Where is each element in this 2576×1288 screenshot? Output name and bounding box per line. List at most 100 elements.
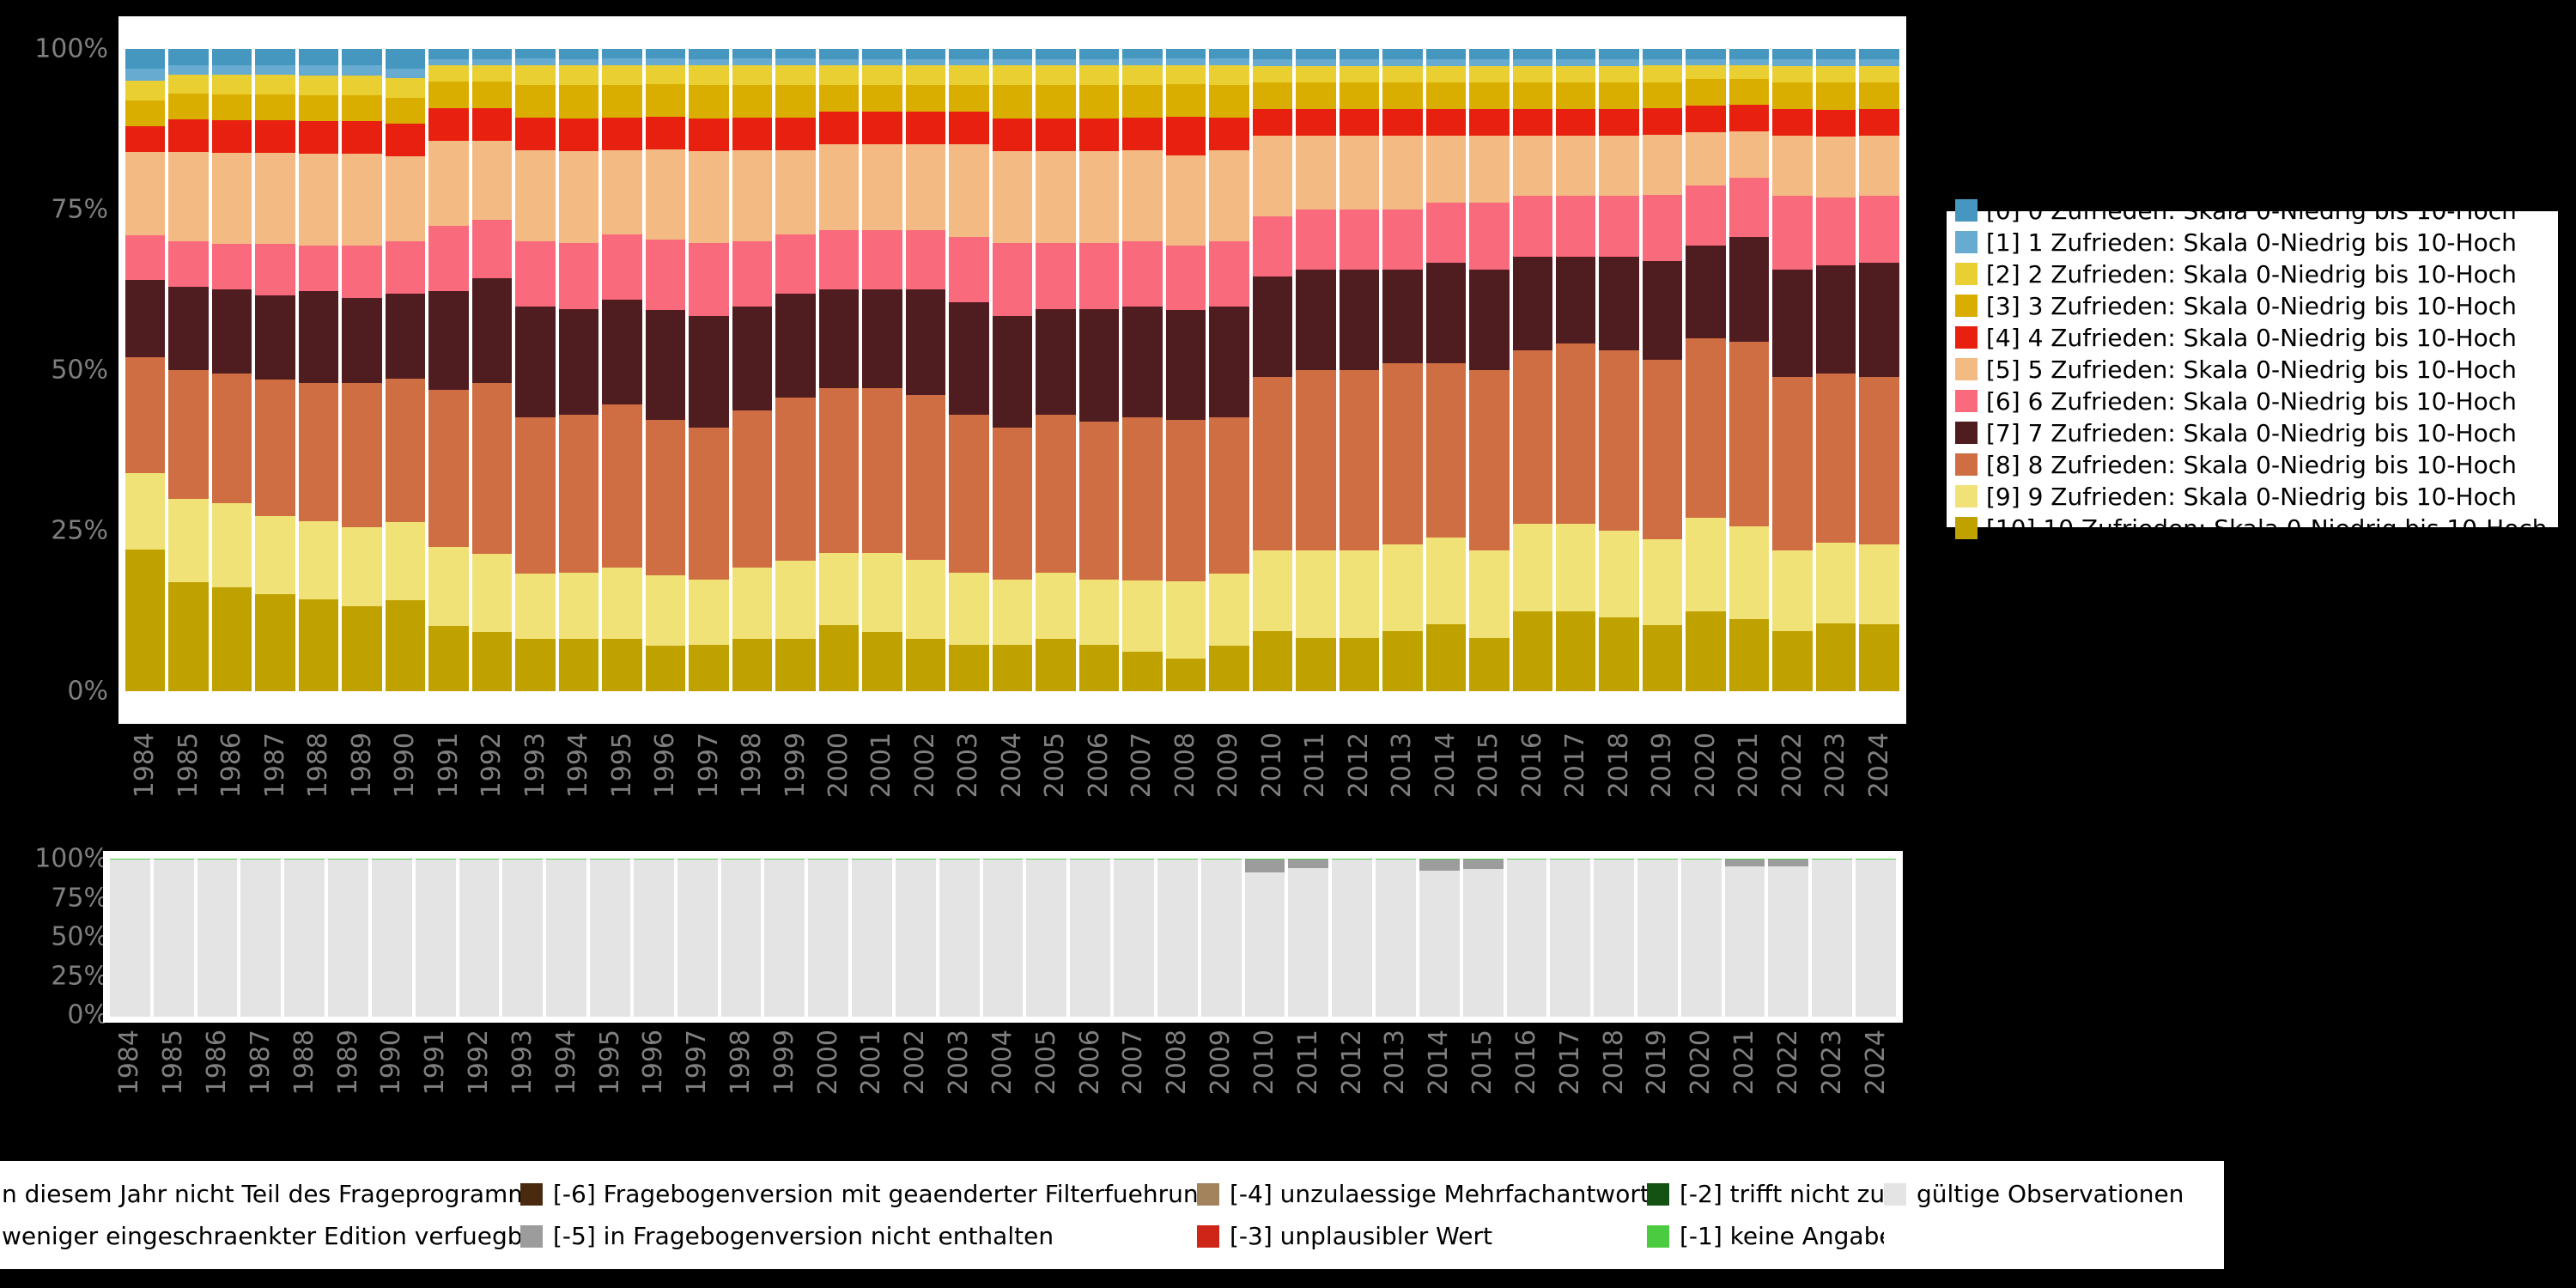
- bar-segment: [1339, 82, 1380, 110]
- x-tick: 1999: [764, 1030, 805, 1131]
- bar-segment: [1512, 58, 1552, 66]
- bar-segment: [992, 65, 1033, 86]
- bar-segment: [1209, 645, 1249, 691]
- legend-item: [7] 7 Zufrieden: Skala 0-Niedrig bis 10-…: [1947, 419, 2558, 447]
- y-tick-label: 50%: [51, 355, 108, 386]
- x-tick-label: 1988: [289, 1030, 319, 1096]
- bar-segment: [240, 860, 282, 1017]
- bar-segment: [1642, 260, 1683, 361]
- bar-segment: [895, 860, 936, 1017]
- bar-segment: [1815, 373, 1856, 543]
- bar-segment: [818, 289, 860, 389]
- bar-segment: [689, 58, 729, 66]
- bar-segment: [732, 117, 773, 150]
- legend-item: gültige Observationen: [1884, 1180, 2224, 1208]
- bar-segment: [125, 68, 166, 82]
- bar-segment: [949, 49, 989, 59]
- x-tick-label: 2012: [1343, 732, 1374, 799]
- bar-segment: [342, 49, 382, 66]
- legend-item: [-5] in Fragebogenversion nicht enthalte…: [520, 1222, 1197, 1250]
- bar-segment: [515, 306, 556, 418]
- x-tick: 2003: [939, 1030, 980, 1131]
- bar-segment: [1425, 263, 1467, 364]
- bar-1984: [125, 49, 166, 691]
- bar-segment: [1859, 82, 1899, 110]
- bar-segment: [1469, 49, 1510, 59]
- bar-segment: [125, 234, 166, 281]
- bar-segment: [515, 639, 556, 691]
- bar-segment: [905, 289, 946, 395]
- bar-segment: [645, 58, 686, 65]
- bar-segment: [1078, 49, 1120, 59]
- bar-segment: [125, 280, 166, 358]
- bar-segment: [1512, 256, 1552, 350]
- bar-segment: [415, 860, 456, 1017]
- bar-segment: [471, 278, 513, 384]
- x-tick: 2008: [1166, 732, 1206, 834]
- color-swatch: [1955, 485, 1978, 507]
- bar-segment: [1686, 78, 1726, 106]
- legend-label: [4] 4 Zufrieden: Skala 0-Niedrig bis 10-…: [1986, 323, 2517, 352]
- legend-item: weniger eingeschraenkter Edition verfueg…: [2, 1222, 520, 1250]
- x-tick-label: 1990: [390, 732, 421, 799]
- bar-segment: [471, 107, 513, 141]
- bar-segment: [471, 553, 513, 633]
- legend-item: [-4] unzulaessige Mehrfachantwort: [1197, 1180, 1647, 1208]
- legend-label: gültige Observationen: [1917, 1180, 2184, 1208]
- bar-segment: [1772, 58, 1813, 66]
- legend-item: [-2] trifft nicht zu: [1647, 1180, 1884, 1208]
- bar-segment: [1772, 136, 1813, 197]
- bar-segment: [1209, 58, 1249, 65]
- bar-segment: [1122, 117, 1163, 150]
- bar-segment: [385, 293, 426, 379]
- color-swatch: [520, 1182, 543, 1206]
- bar-segment: [1339, 109, 1380, 137]
- bar-segment: [862, 58, 902, 66]
- x-tick-label: 2006: [1083, 732, 1114, 799]
- x-tick: 2002: [896, 1030, 936, 1131]
- bar-2022: [1768, 859, 1809, 1017]
- bar-segment: [1288, 860, 1329, 868]
- bar-2021: [1728, 49, 1770, 691]
- bar-2002: [895, 859, 936, 1017]
- bar-segment: [992, 118, 1033, 151]
- bar-segment: [168, 64, 209, 75]
- x-tick-label: 2016: [1516, 732, 1547, 799]
- bar-1986: [197, 859, 238, 1017]
- bar-1993: [515, 49, 556, 691]
- bar-segment: [1339, 210, 1380, 270]
- bar-segment: [808, 859, 849, 860]
- x-tick: 2016: [1513, 732, 1552, 834]
- x-tick-label: 1996: [638, 1030, 669, 1096]
- x-tick: 2017: [1556, 732, 1595, 834]
- bar-segment: [732, 84, 773, 118]
- bar-segment: [428, 547, 469, 626]
- y-tick-label: 50%: [51, 921, 108, 952]
- x-tick: 2022: [1772, 732, 1812, 834]
- bar-1989: [342, 49, 382, 691]
- bar-2018: [1594, 859, 1634, 1017]
- bar-segment: [342, 121, 382, 155]
- x-tick: 1995: [602, 732, 641, 834]
- bar-segment: [1078, 645, 1120, 691]
- x-tick: 2007: [1114, 1030, 1154, 1131]
- bar-segment: [125, 550, 166, 691]
- legend-label: [-1] keine Angabe: [1680, 1222, 1884, 1250]
- bar-segment: [342, 383, 382, 528]
- bar-segment: [1382, 65, 1423, 82]
- x-tick: 1997: [689, 732, 728, 834]
- bar-segment: [1815, 197, 1856, 265]
- x-tick-label: 1991: [420, 1030, 451, 1096]
- bar-segment: [1252, 82, 1293, 110]
- bar-segment: [1122, 58, 1163, 65]
- bar-segment: [1425, 537, 1467, 625]
- x-tick-label: 2017: [1554, 1030, 1585, 1096]
- x-tick-label: 2001: [866, 732, 897, 799]
- bar-segment: [1122, 49, 1163, 59]
- bar-segment: [459, 860, 500, 1017]
- bar-segment: [645, 420, 686, 575]
- bar-segment: [1296, 370, 1336, 551]
- bar-segment: [1772, 49, 1813, 59]
- bar-segment: [1680, 860, 1722, 1017]
